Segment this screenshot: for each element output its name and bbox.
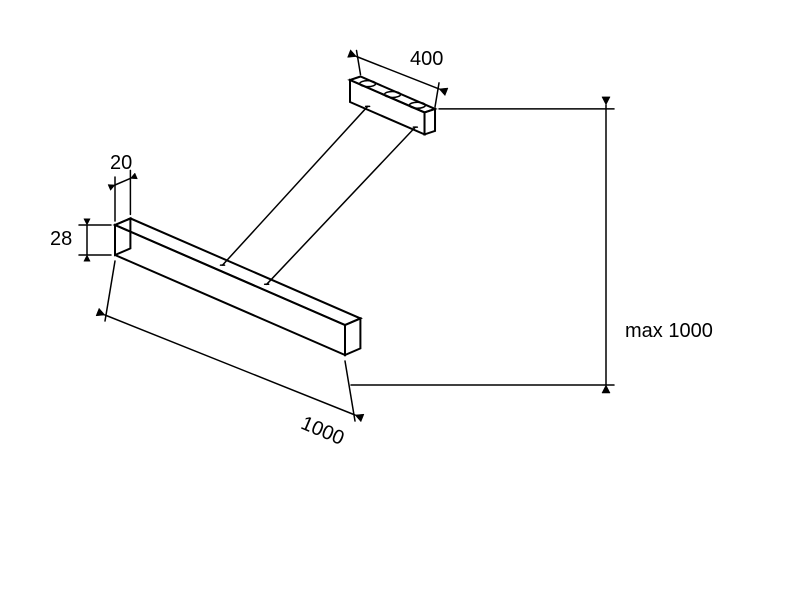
dim-drop-max: max 1000 — [625, 320, 713, 343]
pendant-light-dimension-drawing — [0, 0, 800, 600]
dim-bar-height: 28 — [50, 228, 72, 251]
dim-canopy-length: 400 — [410, 48, 443, 71]
dim-bar-width: 20 — [110, 152, 132, 175]
